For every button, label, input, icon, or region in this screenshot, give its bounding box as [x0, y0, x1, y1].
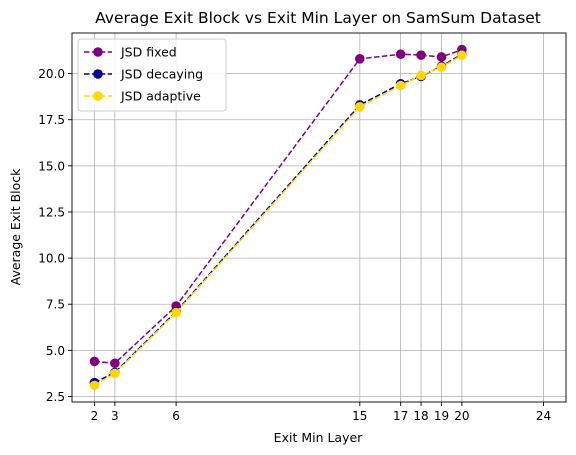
y-tick-label: 12.5: [38, 205, 65, 219]
legend-box: [77, 38, 227, 112]
legend-label: JSD adaptive: [120, 89, 201, 104]
data-point: [355, 102, 365, 112]
series-layer: [89, 44, 467, 391]
data-point: [355, 54, 365, 64]
legend-swatch-marker: [93, 69, 103, 79]
y-tick-label: 20.0: [38, 67, 65, 81]
data-point: [416, 70, 426, 81]
x-tick-label: 19: [434, 409, 449, 423]
x-axis-ticks: 2 3 6 15 17 18 19 20 24: [91, 402, 551, 423]
x-tick-label: 6: [172, 409, 180, 423]
series-jsd-adaptive: [89, 50, 467, 391]
data-point: [110, 368, 120, 379]
y-tick-label: 10.0: [38, 252, 65, 266]
x-tick-label: 17: [393, 409, 408, 423]
data-point: [457, 50, 467, 60]
x-tick-label: 3: [111, 409, 119, 423]
legend-item: JSD decaying: [84, 67, 203, 82]
grid: [72, 33, 566, 402]
data-point: [395, 80, 406, 91]
chart-title: Average Exit Block vs Exit Min Layer on …: [95, 9, 541, 27]
plot-frame: [71, 32, 567, 403]
y-tick-label: 15.0: [38, 159, 65, 173]
x-tick-label: 15: [352, 409, 367, 423]
y-axis-label: Average Exit Block: [8, 168, 23, 286]
x-tick-label: 20: [454, 409, 469, 423]
data-point: [110, 358, 120, 369]
data-point: [436, 52, 447, 62]
data-point: [89, 356, 100, 367]
x-axis-label: Exit Min Layer: [274, 430, 364, 445]
legend-label: JSD decaying: [120, 67, 203, 82]
x-tick-label: 18: [413, 409, 428, 423]
legend-item: JSD fixed: [84, 45, 177, 60]
x-tick-label: 2: [91, 409, 99, 423]
data-point: [436, 62, 447, 72]
legend-item: JSD adaptive: [84, 89, 201, 104]
data-point: [89, 380, 100, 391]
legend-label: JSD fixed: [120, 45, 177, 60]
data-point: [416, 50, 426, 60]
y-tick-label: 5.0: [46, 344, 65, 358]
y-axis-ticks: 2.5 5.0 7.5 10.0 12.5 15.0 17.5 20.0: [38, 67, 72, 404]
x-tick-label: 24: [536, 409, 551, 423]
data-point: [171, 307, 181, 318]
legend-swatch-marker: [93, 91, 103, 101]
y-tick-label: 7.5: [46, 298, 65, 312]
y-tick-label: 2.5: [46, 390, 65, 404]
y-tick-label: 17.5: [38, 113, 65, 127]
legend: JSD fixed JSD decaying JSD adaptive: [77, 38, 227, 112]
legend-swatch-marker: [93, 47, 103, 57]
data-point: [395, 49, 406, 60]
